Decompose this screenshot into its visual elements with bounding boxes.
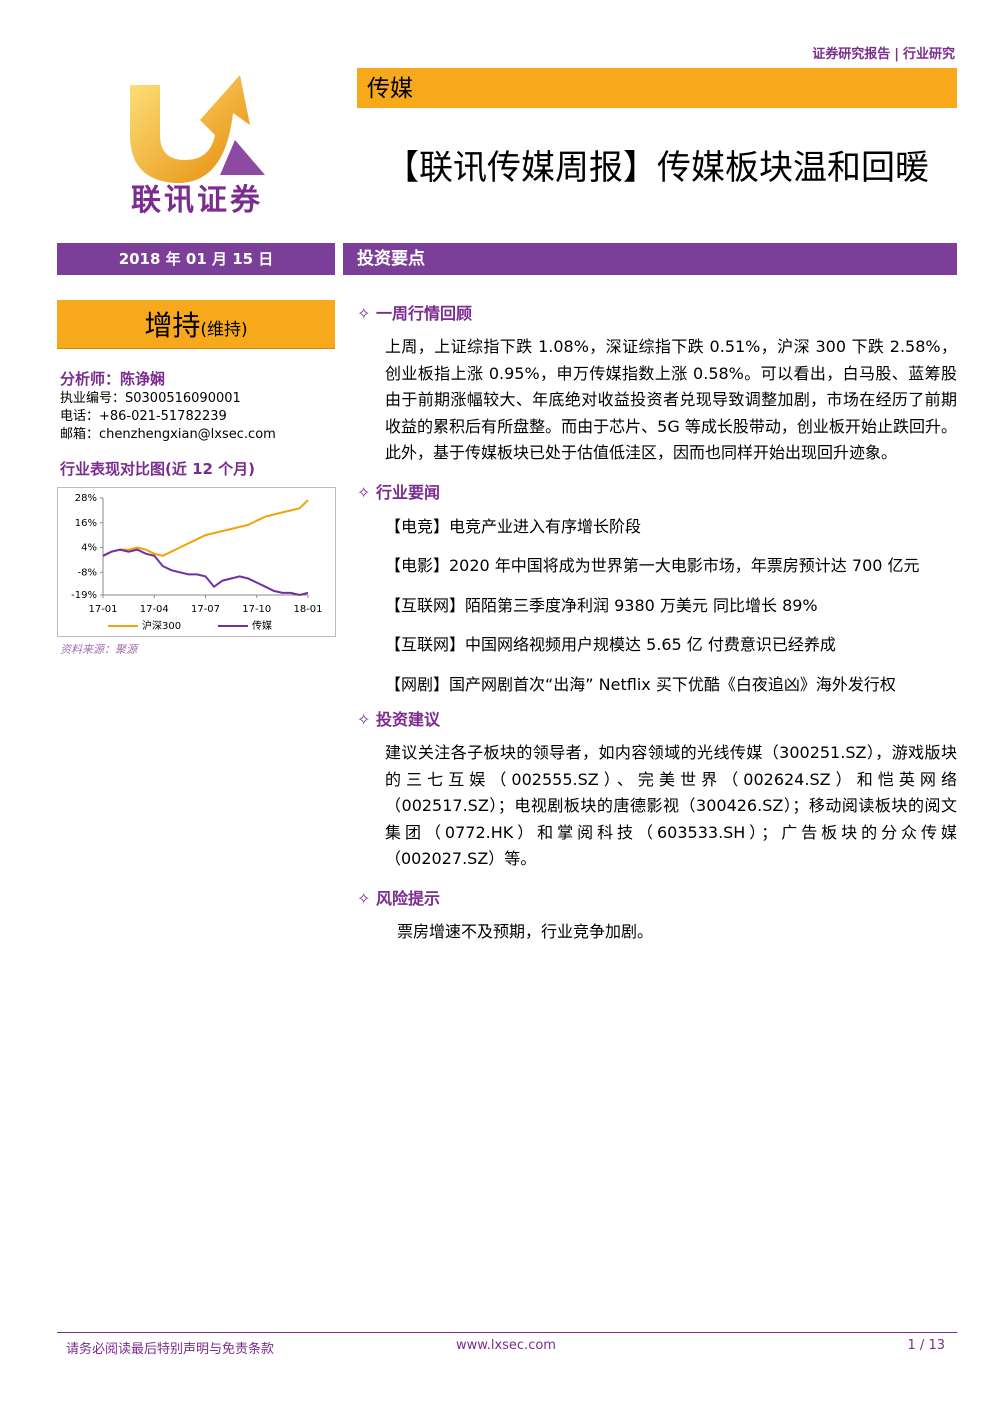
category: 行业研究 [902, 47, 955, 62]
chart-source: 资料来源：聚源 [60, 643, 137, 656]
section: ✧ 投资建议建议关注各子板块的领导者，如内容领域的光线传媒（300251.SZ）… [357, 708, 957, 873]
analyst-license: 执业编号：S0300516090001 [60, 391, 241, 406]
news-item: 【互联网】陌陌第三季度净利润 9380 万美元 同比增长 89% [385, 595, 818, 615]
report-type: 证券研究报告 [812, 47, 891, 62]
section-heading: ✧ 行业要闻 [357, 482, 440, 502]
main-content: ✧ 一周行情回顾上周，上证综指下跌 1.08%，深证综指下跌 0.51%，沪深 … [357, 302, 957, 959]
analyst-email: 邮箱：chenzhengxian@lxsec.com [60, 427, 276, 442]
footer-line [57, 1332, 957, 1333]
y-tick-label: 4% [81, 543, 97, 554]
footer-url: www.lxsec.com [456, 1338, 556, 1353]
x-tick-label: 17-10 [242, 604, 271, 615]
section-heading: ✧ 投资建议 [357, 710, 440, 729]
news-item: 【电竞】电竞产业进入有序增长阶段 [385, 516, 642, 536]
section-heading: ✧ 一周行情回顾 [357, 304, 472, 323]
news-item: 【网剧】国产网剧首次“出海” Netflix 买下优酷《白夜追凶》海外发行权 [385, 674, 896, 694]
news-item: 【互联网】中国网络视频用户规模达 5.65 亿 付费意识已经养成 [385, 635, 836, 654]
rating-main: 增持 [144, 309, 201, 342]
summary-heading: 投资要点 [343, 243, 957, 275]
y-tick-label: -19% [71, 590, 97, 601]
rating-note: (维持) [200, 320, 248, 340]
analyst-phone: 电话：+86-021-51782239 [60, 409, 227, 424]
x-tick-label: 18-01 [293, 604, 322, 615]
report-title: 【联讯传媒周报】传媒板块温和回暖 [385, 148, 929, 188]
logo: 联讯证券 [130, 75, 265, 218]
section-heading: ✧ 风险提示 [357, 888, 440, 908]
news-item: 【电影】2020 年中国将成为世界第一大电影市场，年票房预计达 700 亿元 [385, 556, 920, 575]
paragraph: 票房增速不及预期，行业竞争加剧。 [397, 921, 654, 941]
x-tick-label: 17-04 [140, 604, 169, 615]
x-tick-label: 17-07 [191, 604, 220, 615]
paragraph: 上周，上证综指下跌 1.08%，深证综指下跌 0.51%，沪深 300 下跌 2… [385, 337, 957, 462]
logo-text: 联讯证券 [131, 183, 263, 218]
header: 证券研究报告 | 行业研究 [808, 43, 955, 62]
chart-title: 行业表现对比图(近 12 个月) [60, 460, 256, 478]
news-list: 【电竞】电竞产业进入有序增长阶段【电影】2020 年中国将成为世界第一大电影市场… [357, 507, 957, 705]
paragraph: 建议关注各子板块的领导者，如内容领域的光线传媒（300251.SZ），游戏版块的… [385, 743, 957, 868]
series-line [102, 548, 309, 597]
separator: | [894, 47, 899, 62]
section: ✧ 行业要闻【电竞】电竞产业进入有序增长阶段【电影】2020 年中国将成为世界第… [357, 481, 957, 705]
logo-swirl [130, 75, 250, 184]
chart: 28% 16% 4% -8% -19% 17-01 17-04 17-07 17-10 18-01… [57, 487, 336, 637]
date: 2018 年 01 月 15 日 [57, 243, 335, 275]
y-tick-label: 28% [75, 493, 97, 504]
x-tick-label: 17-01 [88, 604, 117, 615]
legend-label: 沪深300 [142, 619, 181, 632]
footer-page: 1 / 13 [907, 1338, 945, 1353]
y-tick-label: 16% [75, 518, 97, 529]
rating: 增持(维持) [57, 300, 335, 349]
y-tick-label: -8% [78, 567, 97, 578]
section: ✧ 一周行情回顾上周，上证综指下跌 1.08%，深证综指下跌 0.51%，沪深 … [357, 302, 957, 467]
series-line [102, 499, 309, 557]
legend-label: 传媒 [252, 620, 272, 632]
section: ✧ 风险提示票房增速不及预期，行业竞争加剧。 [357, 887, 957, 946]
logo-triangle [220, 140, 265, 175]
footer-disclaimer: 请务必阅读最后特别声明与免责条款 [66, 1342, 275, 1357]
analyst-name: 分析师：陈诤娴 [60, 370, 166, 388]
analyst: 分析师：陈诤娴 执业编号：S0300516090001 电话：+86-021-5… [60, 368, 276, 444]
sector-bar: 传媒 [357, 68, 957, 108]
